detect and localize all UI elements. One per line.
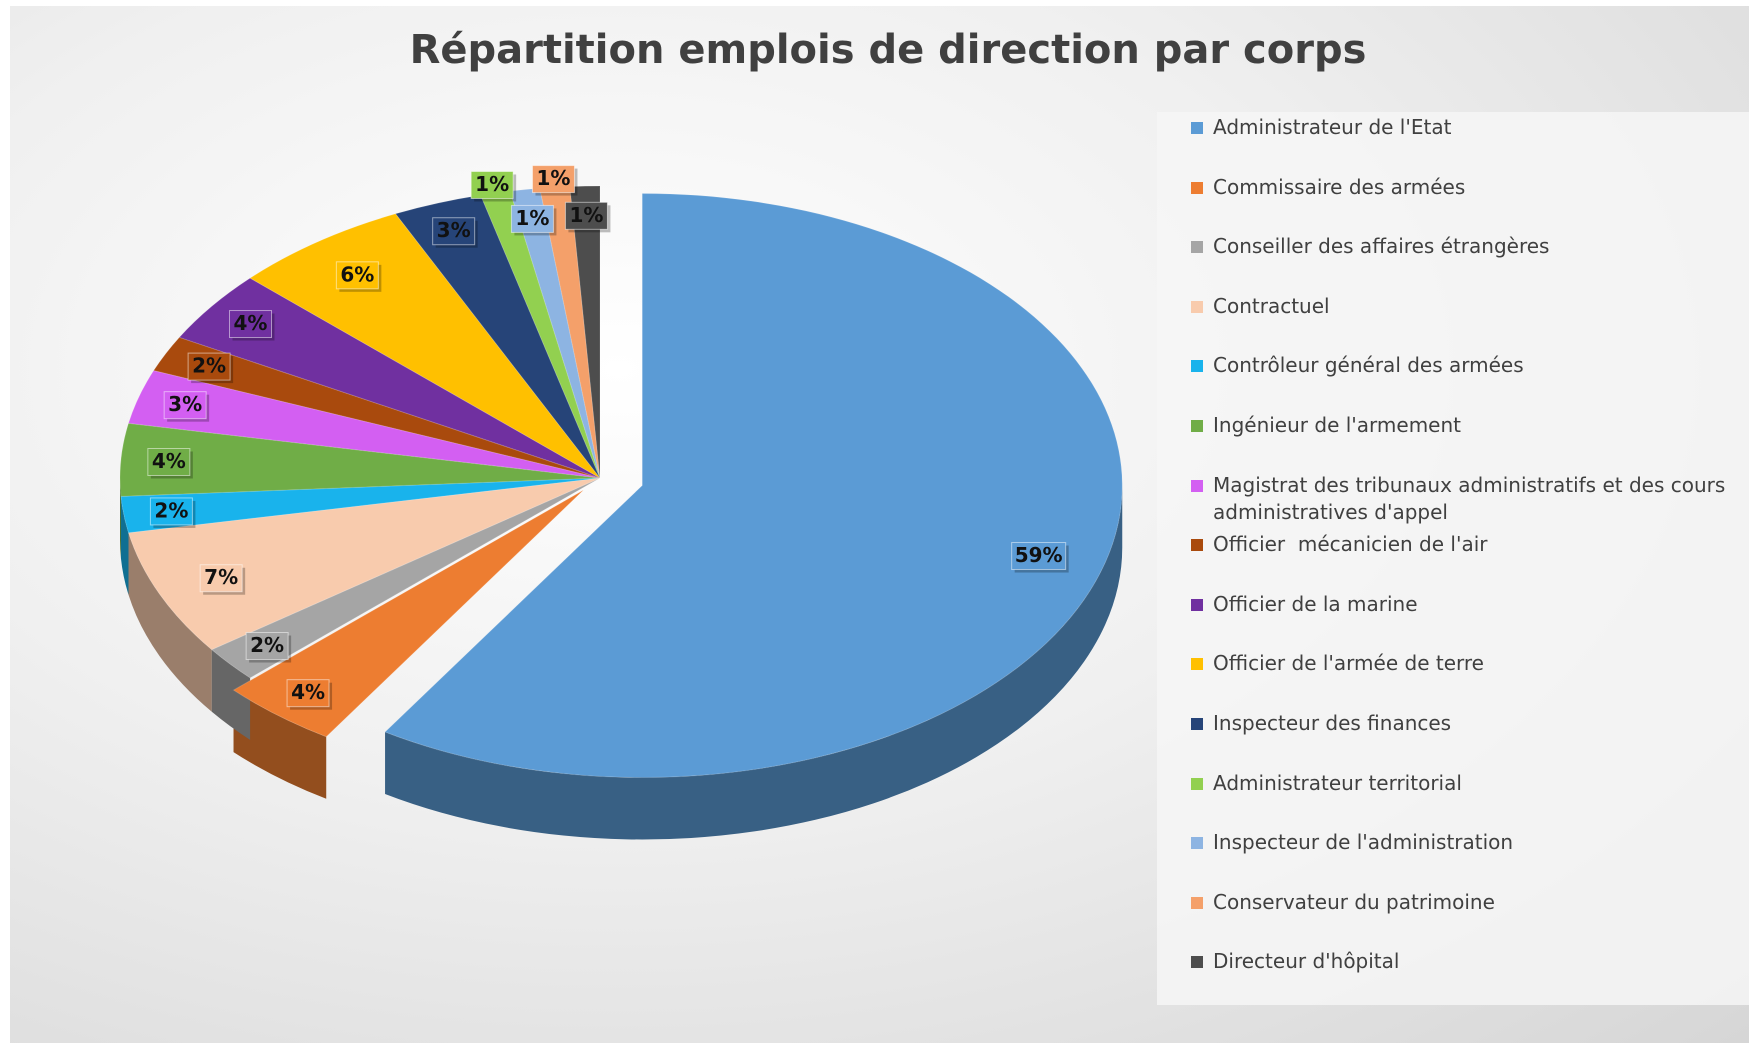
data-label: 1% — [536, 166, 570, 190]
data-label-box — [149, 497, 193, 526]
legend-label: Magistrat des tribunaux administratifs e… — [1213, 472, 1732, 524]
legend-item: Administrateur de l'Etat — [1191, 114, 1749, 141]
legend-label: Inspecteur des finances — [1213, 711, 1452, 735]
data-label: 2% — [192, 354, 226, 378]
legend-swatch — [1191, 658, 1203, 671]
data-label: 6% — [340, 262, 374, 286]
legend-swatch — [1191, 241, 1203, 254]
slice — [178, 277, 601, 479]
legend-swatch — [1191, 896, 1203, 909]
slice — [210, 477, 601, 679]
chart-title: Répartition emplois de direction par cor… — [410, 27, 1367, 73]
legend-swatch — [1191, 420, 1203, 432]
data-label-box — [147, 447, 191, 476]
data-label-box — [335, 261, 379, 290]
data-label-box — [286, 679, 330, 708]
data-label-box — [564, 201, 608, 230]
data-label-box — [199, 564, 243, 593]
data-label: 3% — [168, 392, 202, 416]
slice — [232, 489, 584, 738]
legend-item: Conservateur du patrimoine — [1191, 889, 1749, 916]
legend-label: Administrateur de l'Etat — [1213, 115, 1452, 139]
legend-item: Conseiller des affaires étrangères — [1191, 233, 1749, 260]
legend-swatch — [1191, 181, 1203, 194]
data-label: 59% — [1015, 543, 1063, 567]
slice — [119, 422, 601, 497]
legend-label: Officier de la marine — [1213, 591, 1418, 616]
legend-swatch — [1191, 837, 1203, 850]
legend-swatch — [1191, 777, 1203, 790]
data-label: 2% — [250, 633, 284, 657]
slice-tops — [119, 185, 1123, 778]
data-label-box — [531, 165, 575, 194]
slice-side — [385, 485, 1123, 840]
data-label-box — [187, 352, 231, 381]
legend-swatch — [1191, 718, 1203, 730]
legend-label: Officier de l'armée de terre — [1213, 651, 1484, 676]
legend-item: Contractuel — [1191, 293, 1749, 320]
legend-label: Officier mécanicien de l'air — [1213, 532, 1488, 557]
legend-item: Commissaire des armées — [1191, 174, 1749, 201]
legend-item: Administrateur territorial — [1191, 770, 1749, 797]
slice-side — [120, 496, 129, 595]
data-label: 2% — [154, 498, 188, 522]
legend-swatch — [1191, 300, 1203, 313]
data-label: 1% — [569, 203, 603, 227]
legend-label: Ingénieur de l'armement — [1213, 413, 1461, 437]
slice — [152, 336, 601, 479]
legend-item: Inspecteur de l'administration — [1191, 829, 1749, 856]
slice — [127, 369, 601, 479]
legend-item: Officier mécanicien de l'air — [1191, 531, 1749, 558]
legend-swatch — [1191, 598, 1203, 611]
data-label-box — [1011, 542, 1067, 571]
legend-item: Officier de la marine — [1191, 591, 1749, 618]
data-label: 7% — [204, 565, 238, 589]
slice-side — [128, 532, 212, 712]
legend-label: Contrôleur général des armées — [1213, 353, 1524, 378]
data-label: 4% — [291, 680, 325, 704]
data-label: 1% — [475, 172, 509, 196]
legend-item: Ingénieur de l'armement — [1191, 412, 1749, 439]
legend-item: Officier de l'armée de terre — [1191, 650, 1749, 677]
legend-label: Administrateur territorial — [1213, 770, 1462, 795]
data-label-box — [470, 170, 514, 199]
data-label: 3% — [437, 218, 471, 242]
data-label: 4% — [234, 311, 268, 335]
data-label: 4% — [152, 449, 186, 473]
legend-swatch — [1191, 956, 1203, 969]
legend-item: Inspecteur des finances — [1191, 710, 1749, 737]
slice — [120, 477, 601, 534]
legend-label: Conservateur du patrimoine — [1213, 889, 1495, 914]
slice-side — [233, 690, 327, 799]
legend-item: Magistrat des tribunaux administratifs e… — [1191, 472, 1749, 526]
legend-swatch — [1191, 122, 1203, 134]
slice-sides — [120, 478, 1123, 840]
legend-label: Inspecteur de l'administration — [1213, 830, 1514, 855]
legend-swatch — [1191, 539, 1203, 552]
legend-label: Directeur d'hôpital — [1213, 949, 1400, 974]
data-label-box — [245, 632, 289, 661]
slice — [127, 477, 601, 651]
legend-item: Contrôleur général des armées — [1191, 352, 1749, 379]
legend-label: Contractuel — [1213, 293, 1330, 318]
legend-swatch — [1191, 479, 1203, 492]
data-label: 1% — [515, 206, 549, 230]
legend-swatch — [1191, 360, 1203, 373]
slice-side — [120, 478, 121, 559]
slice — [384, 192, 1123, 778]
data-label-box — [510, 204, 554, 233]
data-label-box — [163, 391, 207, 420]
legend-item: Directeur d'hôpital — [1191, 948, 1749, 975]
data-label-box — [229, 310, 273, 339]
slice-side — [211, 649, 251, 740]
legend-label: Commissaire des armées — [1213, 174, 1466, 199]
legend-label: Conseiller des affaires étrangères — [1213, 234, 1550, 259]
legend: Administrateur de l'Etat Commissaire des … — [1157, 112, 1749, 1005]
data-label-box — [432, 217, 476, 246]
